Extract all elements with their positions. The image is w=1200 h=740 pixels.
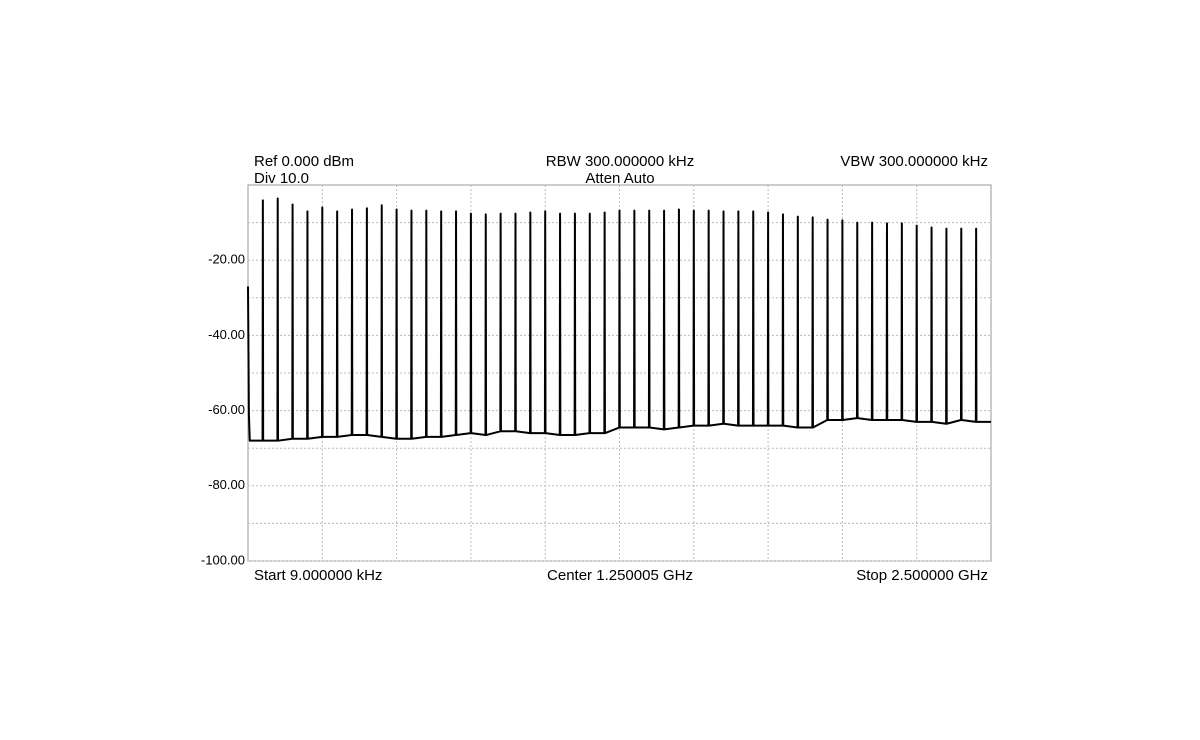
y-tick-label: -40.00 bbox=[208, 327, 245, 342]
y-tick-label: -100.00 bbox=[201, 552, 245, 567]
y-tick-label: -60.00 bbox=[208, 402, 245, 417]
trace bbox=[247, 197, 991, 442]
start-label: Start 9.000000 kHz bbox=[254, 567, 382, 584]
atten-label: Atten Auto bbox=[585, 170, 654, 187]
y-tick-label: -20.00 bbox=[208, 252, 245, 267]
center-label: Center 1.250005 GHz bbox=[547, 567, 693, 584]
div-label: Div 10.0 bbox=[254, 170, 309, 187]
rbw-label: RBW 300.000000 kHz bbox=[546, 153, 694, 170]
stop-label: Stop 2.500000 GHz bbox=[856, 567, 988, 584]
y-tick-label: -80.00 bbox=[208, 477, 245, 492]
ref-label: Ref 0.000 dBm bbox=[254, 153, 354, 170]
vbw-label: VBW 300.000000 kHz bbox=[840, 153, 988, 170]
